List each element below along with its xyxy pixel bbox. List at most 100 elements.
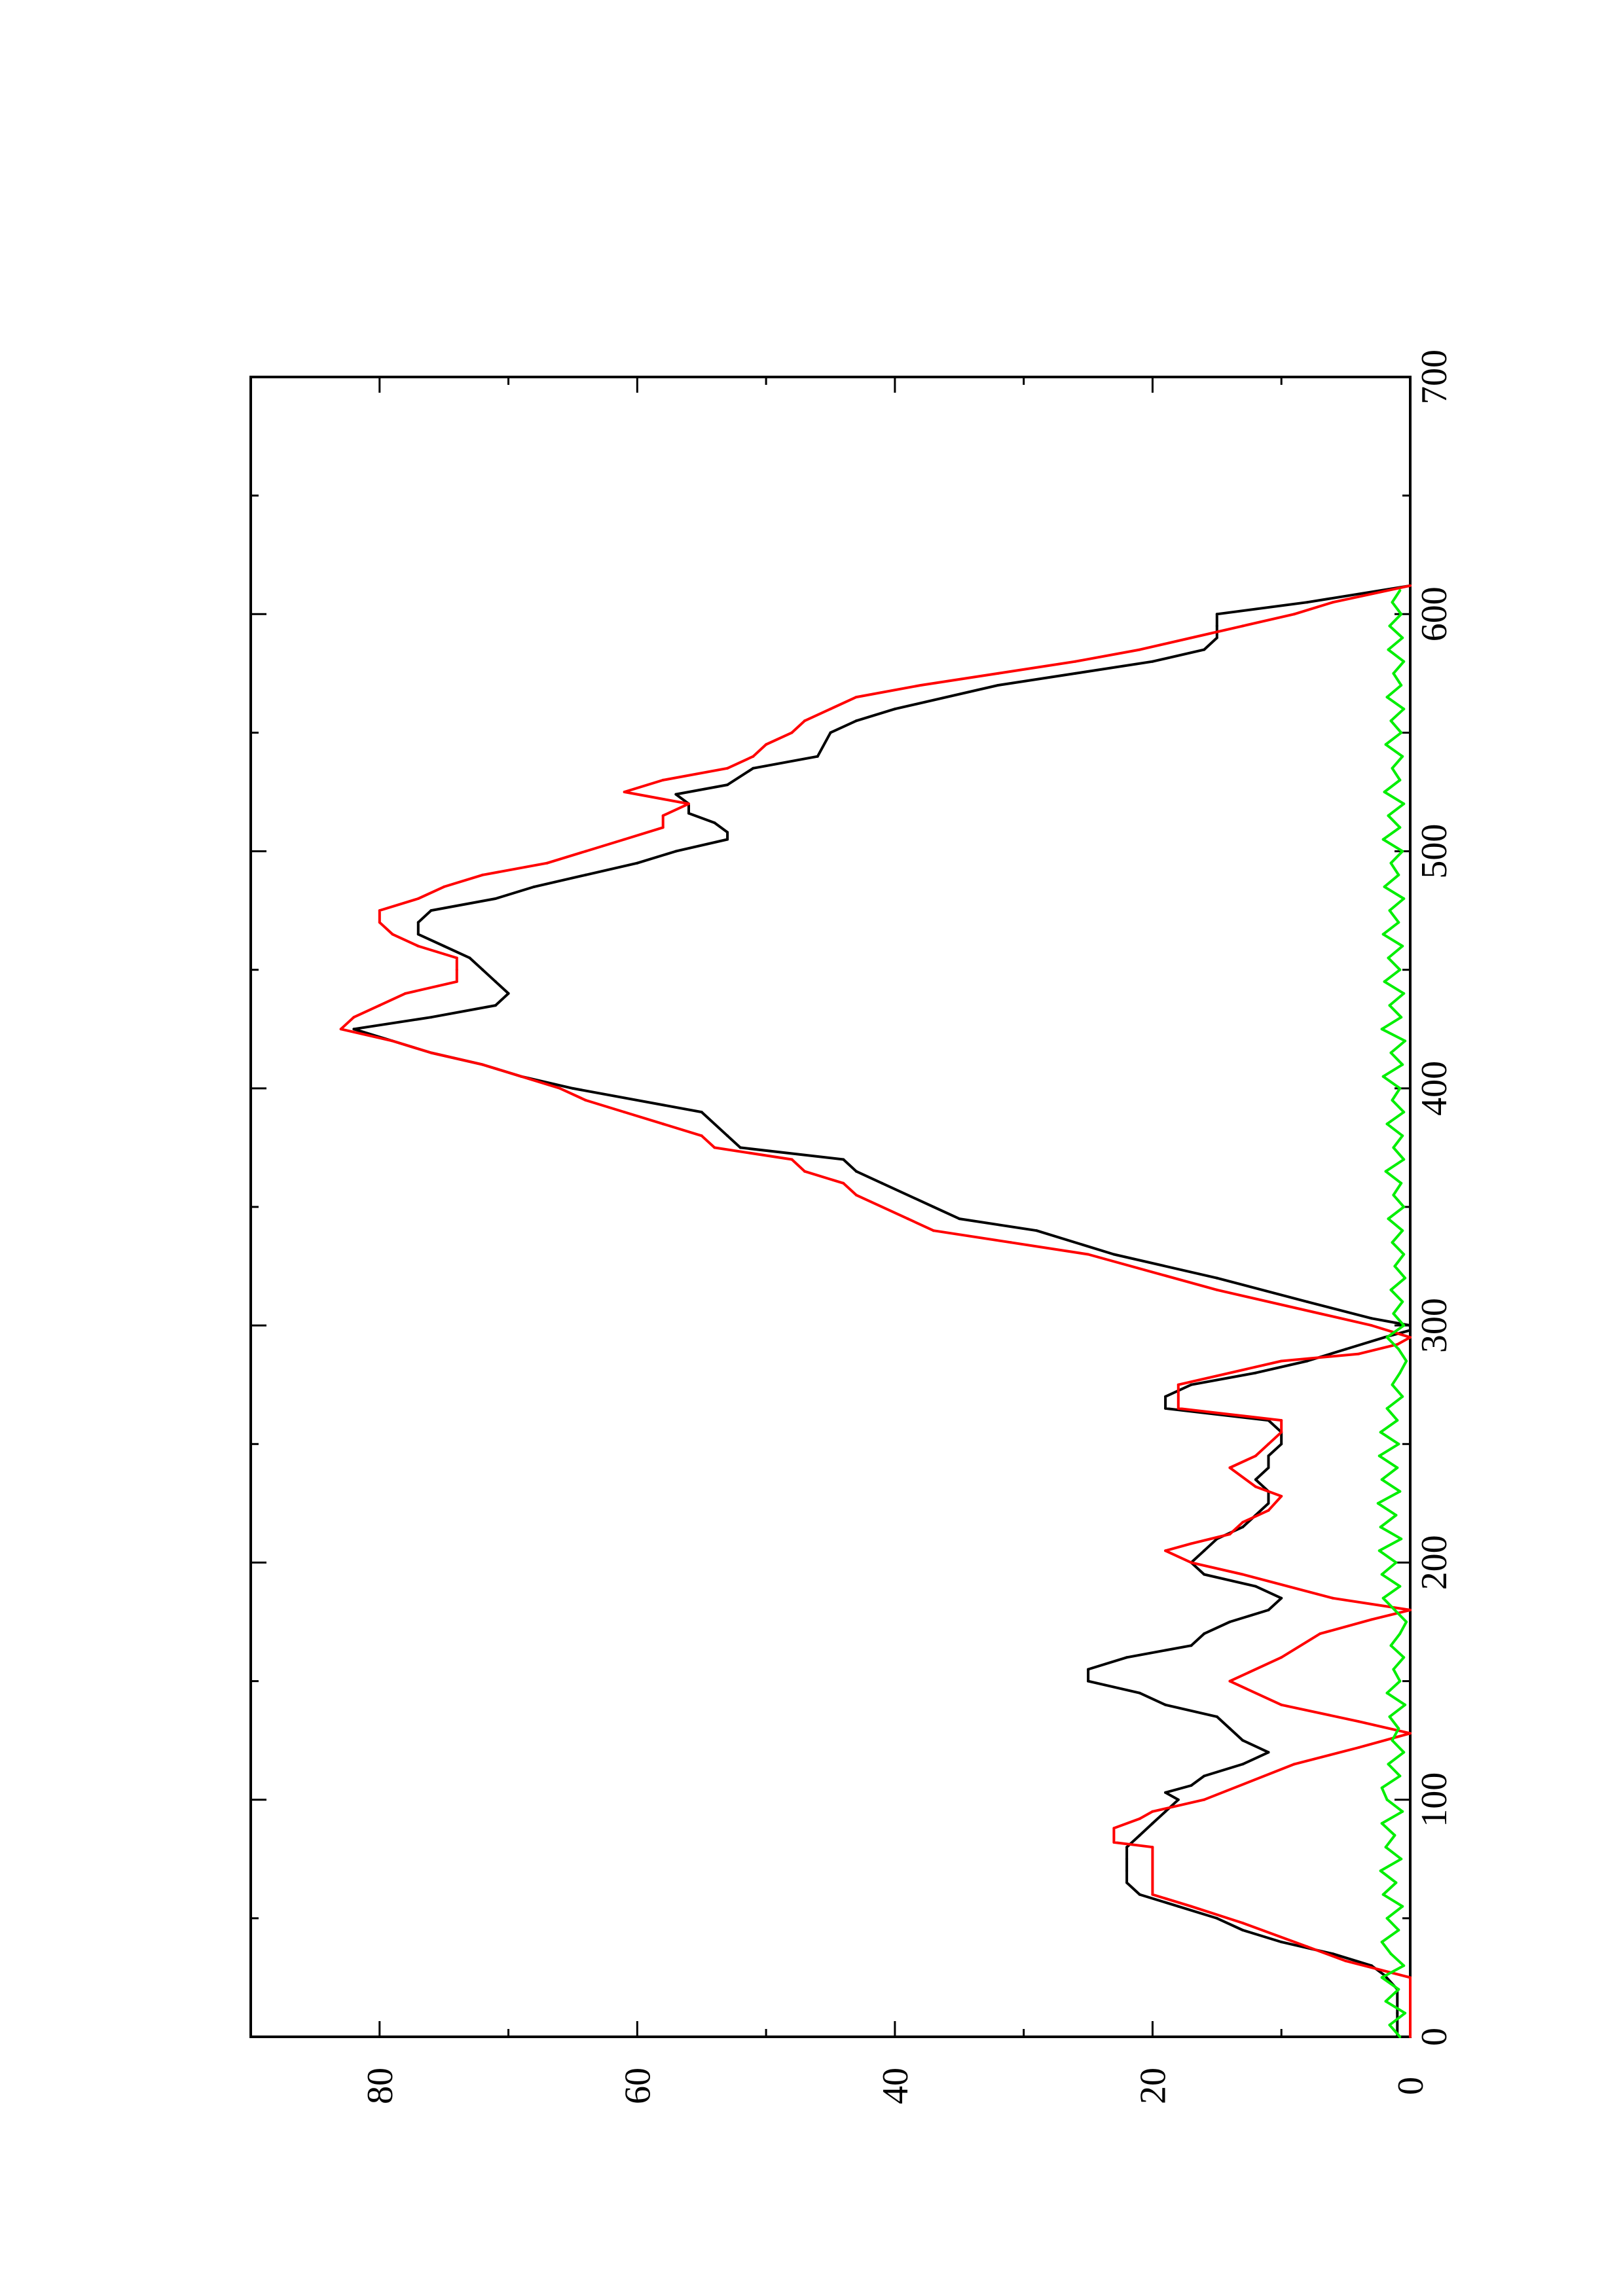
data-point [932, 1229, 935, 1232]
data-point [1398, 1371, 1402, 1374]
data-point [854, 719, 858, 723]
data-point [1391, 766, 1394, 770]
x-tick-label: 200 [1414, 1535, 1455, 1590]
data-point [1398, 1679, 1402, 1683]
data-point [1267, 1509, 1270, 1512]
data-point [1203, 1774, 1206, 1778]
data-point [1087, 1679, 1090, 1683]
data-point [584, 1099, 587, 1102]
data-point [1389, 1051, 1393, 1054]
data-point [1138, 1817, 1141, 1820]
data-point [1164, 1407, 1167, 1410]
data-point [623, 838, 626, 841]
data-point [1397, 1443, 1400, 1446]
data-point [1241, 1763, 1245, 1766]
data-point [1398, 2036, 1402, 2038]
data-point [404, 992, 407, 995]
data-point [1376, 1501, 1379, 1505]
data-point [1381, 838, 1385, 841]
data-point [1391, 1383, 1394, 1386]
data-point [481, 873, 484, 876]
data-point [1190, 1784, 1193, 1787]
data-point [1305, 1359, 1309, 1363]
data-point [1398, 968, 1402, 971]
x-tick-label: 400 [1414, 1061, 1455, 1116]
data-point [1384, 1170, 1387, 1173]
data-point [1074, 672, 1077, 675]
data-point [1396, 1419, 1399, 1422]
data-point [842, 1158, 845, 1161]
data-point [1409, 1608, 1412, 1611]
data-point [1409, 1324, 1412, 1327]
data-point [1389, 861, 1393, 865]
data-point [1228, 1727, 1231, 1730]
data-point [1397, 1929, 1400, 1931]
data-point [1387, 648, 1390, 651]
data-point [1379, 1526, 1382, 1529]
data-point [1380, 1976, 1383, 1979]
data-point [1409, 1976, 1412, 1979]
data-point [1112, 1840, 1116, 1844]
data-point [1228, 1466, 1231, 1469]
data-point [726, 1134, 729, 1138]
data-point [700, 1134, 703, 1138]
data-point [1357, 1720, 1360, 1723]
data-point [1389, 1644, 1393, 1647]
data-point [1380, 1786, 1383, 1789]
data-point [1215, 624, 1218, 628]
data-point [713, 821, 716, 825]
data-point [1228, 1621, 1231, 1623]
data-point [1203, 1573, 1206, 1576]
data-point [1402, 708, 1406, 711]
data-point [1409, 1336, 1412, 1339]
data-point [1385, 1407, 1389, 1410]
data-point [1392, 1146, 1395, 1149]
data-point [919, 684, 922, 687]
data-point [1241, 1929, 1245, 1931]
data-point [1383, 885, 1386, 888]
data-point [1215, 1288, 1218, 1291]
data-point [996, 672, 1000, 675]
data-point [1151, 1821, 1154, 1825]
data-point [1401, 1810, 1404, 1813]
data-point [1404, 1276, 1407, 1280]
data-point [1357, 1352, 1360, 1355]
data-point [1402, 897, 1406, 900]
data-point [1280, 1419, 1283, 1422]
data-point [1387, 1217, 1390, 1221]
data-point [661, 814, 665, 817]
data-point [1405, 1621, 1408, 1623]
data-point [1396, 1343, 1399, 1346]
data-point [455, 980, 458, 983]
data-point [1112, 1253, 1116, 1256]
data-point [1401, 1063, 1404, 1066]
data-point [1164, 1549, 1167, 1552]
data-point [1305, 601, 1309, 604]
x-tick-label: 700 [1414, 350, 1455, 404]
data-point [1344, 1960, 1347, 1963]
data-point [1400, 613, 1403, 616]
data-point [1319, 1312, 1322, 1315]
data-point [1409, 2036, 1412, 2038]
data-point [1409, 1732, 1412, 1735]
data-point [1377, 1454, 1381, 1458]
data-point [790, 731, 793, 734]
data-point [816, 755, 819, 758]
data-point [1267, 1751, 1270, 1754]
data-point [584, 850, 587, 853]
data-point [1402, 1253, 1406, 1256]
data-point [803, 1170, 807, 1173]
data-point [1190, 1905, 1193, 1908]
data-point [1387, 1763, 1390, 1766]
data-point [494, 897, 497, 900]
data-point [1215, 1916, 1218, 1920]
data-point [1400, 1857, 1403, 1861]
data-point [1241, 1739, 1245, 1742]
data-point [1393, 1608, 1396, 1611]
data-point [1391, 1099, 1394, 1102]
data-point [1215, 636, 1218, 639]
data-point [996, 684, 1000, 687]
data-point [1402, 1964, 1406, 1967]
data-point [1404, 1703, 1407, 1706]
data-point [1401, 1395, 1404, 1398]
